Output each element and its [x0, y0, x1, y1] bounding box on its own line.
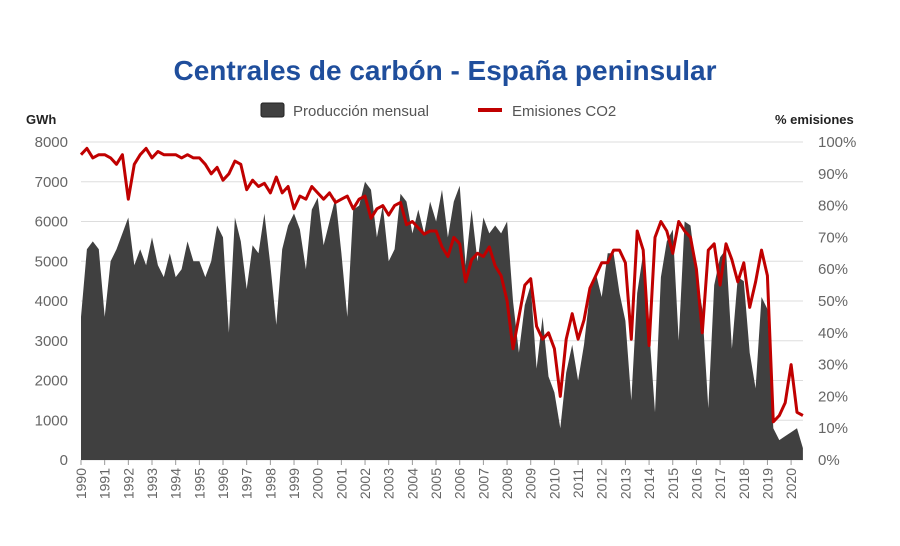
chart-title: Centrales de carbón - España peninsular — [173, 55, 716, 86]
legend: Producción mensual Emisiones CO2 — [261, 103, 616, 120]
legend-swatch-production — [261, 103, 284, 117]
right-tick-label: 20% — [818, 388, 848, 405]
right-axis-title: % emisiones — [775, 112, 854, 127]
right-tick-label: 40% — [818, 325, 848, 342]
x-tick-label: 2020 — [783, 468, 799, 499]
legend-label-emissions: Emisiones CO2 — [512, 103, 616, 120]
left-tick-label: 8000 — [35, 134, 68, 151]
x-tick-label: 2006 — [452, 468, 468, 499]
left-tick-label: 6000 — [35, 214, 68, 231]
x-tick-label: 2008 — [499, 468, 515, 499]
x-tick-label: 2016 — [688, 468, 704, 499]
x-tick-label: 2001 — [333, 468, 349, 499]
x-tick-label: 2003 — [381, 468, 397, 499]
right-tick-label: 100% — [818, 134, 856, 151]
x-tick-label: 1995 — [191, 468, 207, 499]
right-tick-label: 80% — [818, 198, 848, 215]
x-tick-label: 1993 — [144, 468, 160, 499]
right-tick-label: 10% — [818, 420, 848, 437]
right-tick-label: 50% — [818, 293, 848, 310]
x-tick-label: 1996 — [215, 468, 231, 499]
production-area — [81, 182, 803, 460]
x-tick-label: 2009 — [523, 468, 539, 499]
right-tick-label: 70% — [818, 229, 848, 246]
x-tick-label: 2015 — [665, 468, 681, 499]
left-tick-label: 7000 — [35, 174, 68, 191]
x-tick-label: 2007 — [475, 468, 491, 499]
left-tick-label: 5000 — [35, 253, 68, 270]
legend-label-production: Producción mensual — [293, 103, 429, 120]
x-tick-label: 1994 — [168, 468, 184, 499]
x-tick-label: 2013 — [617, 468, 633, 499]
x-tick-label: 1999 — [286, 468, 302, 499]
left-tick-label: 3000 — [35, 333, 68, 350]
right-tick-label: 60% — [818, 261, 848, 278]
x-tick-label: 2004 — [404, 468, 420, 499]
left-tick-label: 1000 — [35, 412, 68, 429]
x-tick-label: 1991 — [97, 468, 113, 499]
left-tick-label: 0 — [60, 452, 68, 469]
left-tick-label: 4000 — [35, 293, 68, 310]
x-tick-label: 1990 — [73, 468, 89, 499]
right-tick-label: 90% — [818, 166, 848, 183]
x-tick-label: 2012 — [594, 468, 610, 499]
x-tick-label: 1998 — [262, 468, 278, 499]
x-tick-label: 1992 — [120, 468, 136, 499]
x-tick-label: 2010 — [546, 468, 562, 499]
x-tick-label: 2011 — [570, 468, 586, 498]
right-tick-label: 30% — [818, 357, 848, 374]
left-tick-label: 2000 — [35, 373, 68, 390]
left-axis-title: GWh — [26, 112, 56, 127]
x-tick-label: 2000 — [310, 468, 326, 499]
x-tick-label: 2014 — [641, 468, 657, 499]
x-tick-label: 2017 — [712, 468, 728, 499]
x-tick-label: 2019 — [759, 468, 775, 499]
x-tick-label: 2002 — [357, 468, 373, 499]
right-tick-label: 0% — [818, 452, 840, 469]
x-tick-label: 1997 — [239, 468, 255, 499]
x-tick-label: 2018 — [736, 468, 752, 499]
x-tick-label: 2005 — [428, 468, 444, 499]
